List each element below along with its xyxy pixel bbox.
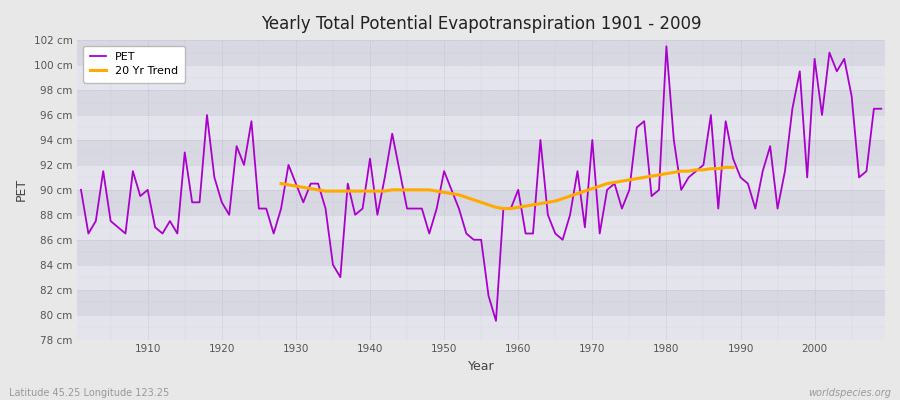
20 Yr Trend <box>728 165 739 170</box>
20 Yr Trend <box>364 189 375 194</box>
PET <box>609 181 620 186</box>
X-axis label: Year: Year <box>468 360 494 373</box>
PET <box>298 200 309 205</box>
Bar <box>77 215 885 240</box>
PET <box>520 231 531 236</box>
Line: 20 Yr Trend: 20 Yr Trend <box>281 167 733 208</box>
Bar <box>77 115 885 140</box>
20 Yr Trend <box>557 196 568 201</box>
Text: worldspecies.org: worldspecies.org <box>808 388 891 398</box>
PET <box>661 44 671 49</box>
Bar <box>77 290 885 315</box>
Bar <box>77 315 885 340</box>
Bar <box>77 265 885 290</box>
Y-axis label: PET: PET <box>15 178 28 202</box>
Title: Yearly Total Potential Evapotranspiration 1901 - 2009: Yearly Total Potential Evapotranspiratio… <box>261 15 701 33</box>
Bar <box>77 140 885 165</box>
20 Yr Trend <box>506 206 517 211</box>
PET <box>876 106 886 111</box>
20 Yr Trend <box>498 206 508 211</box>
PET <box>342 181 353 186</box>
20 Yr Trend <box>394 188 405 192</box>
Bar <box>77 240 885 265</box>
Bar <box>77 190 885 215</box>
Bar <box>77 15 885 40</box>
20 Yr Trend <box>720 165 731 170</box>
PET <box>76 188 86 192</box>
20 Yr Trend <box>275 181 286 186</box>
Bar <box>77 90 885 115</box>
Legend: PET, 20 Yr Trend: PET, 20 Yr Trend <box>83 46 184 82</box>
Line: PET: PET <box>81 46 881 321</box>
Bar <box>77 40 885 65</box>
Bar <box>77 165 885 190</box>
PET <box>491 318 501 323</box>
Bar <box>77 65 885 90</box>
PET <box>135 194 146 198</box>
20 Yr Trend <box>676 169 687 174</box>
PET <box>513 188 524 192</box>
Text: Latitude 45.25 Longitude 123.25: Latitude 45.25 Longitude 123.25 <box>9 388 169 398</box>
20 Yr Trend <box>312 188 323 192</box>
